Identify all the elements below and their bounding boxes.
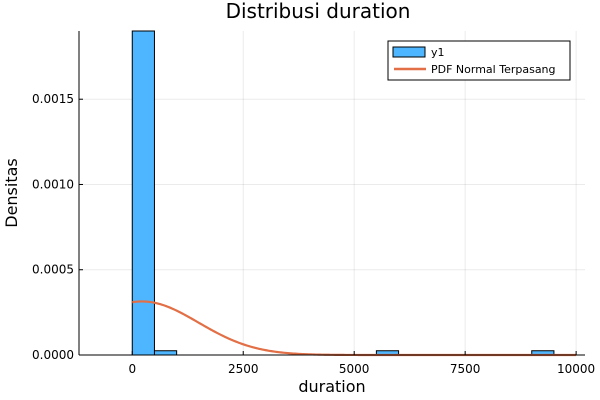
x-tick-label: 5000 [339, 362, 370, 376]
legend-swatch-histogram [392, 46, 426, 58]
y-tick-label: 0.0005 [32, 263, 74, 277]
x-ticks: 0 2500 5000 7500 10000 [128, 351, 595, 376]
legend: y1 PDF Normal Terpasang [387, 40, 571, 81]
histogram-bar [131, 30, 155, 356]
y-ticks: 0.0000 0.0005 0.0010 0.0015 [32, 92, 83, 362]
y-tick-label: 0.0000 [32, 348, 74, 362]
legend-label-pdf: PDF Normal Terpasang [431, 63, 556, 76]
y-tick-label: 0.0015 [32, 92, 74, 106]
x-tick-label: 7500 [450, 362, 481, 376]
x-axis-label: duration [298, 377, 365, 396]
histogram-bar [153, 350, 178, 356]
legend-label-histogram: y1 [431, 46, 445, 59]
chart-title: Distribusi duration [226, 0, 411, 23]
x-tick-label: 0 [128, 362, 136, 376]
y-tick-label: 0.0010 [32, 177, 74, 191]
x-tick-label: 10000 [557, 362, 595, 376]
y-axis-label: Densitas [2, 158, 21, 228]
x-tick-label: 2500 [228, 362, 259, 376]
